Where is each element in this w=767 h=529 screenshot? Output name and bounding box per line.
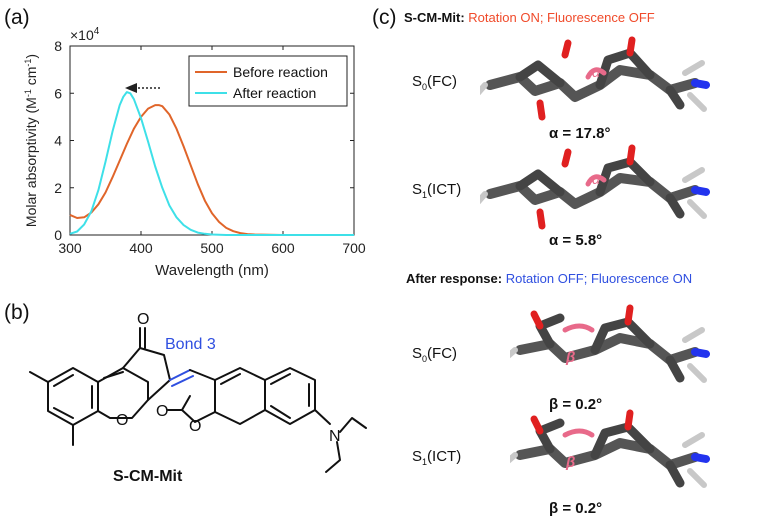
angle-label-3: β = 0.2° — [549, 396, 603, 413]
state-label-s0-fc-1: S0(FC) — [412, 73, 458, 92]
legend-box — [188, 55, 348, 107]
compound-name: S-CM-Mit — [113, 468, 183, 485]
x-tick-label: 700 — [342, 240, 366, 256]
lactone-ring-oxygen-atom: O — [189, 418, 201, 435]
panel-label-a: (a) — [4, 6, 30, 29]
molecule-model-s0-fc-alpha: α — [480, 36, 710, 121]
lactone-carbonyl-oxygen-atom: O — [156, 403, 168, 420]
angle-label-1: α = 17.8° — [549, 125, 611, 142]
header-after-response: After response: Rotation OFF; Fluorescen… — [406, 271, 692, 286]
y-tick-label: 8 — [54, 38, 62, 54]
carbonyl-oxygen-atom: O — [137, 311, 149, 328]
series-line-2 — [69, 91, 354, 236]
x-tick-label: 400 — [129, 240, 153, 256]
x-tick-label: 300 — [58, 240, 82, 256]
x-tick-label: 500 — [200, 240, 224, 256]
ring-oxygen-atom: O — [116, 412, 128, 429]
state-label-s1-ict-2: S1(ICT) — [412, 448, 462, 467]
bond-3-label: Bond 3 — [165, 336, 216, 353]
x-axis-label: Wavelength (nm) — [155, 262, 269, 279]
header-after-label: After response — [406, 271, 498, 286]
amine-nitrogen-atom: N — [329, 428, 341, 445]
molecule-structure: O O O O N Bond 3 S-CM-Mit — [29, 311, 367, 485]
angle-label-4: β = 0.2° — [549, 500, 603, 517]
header-colon: : — [460, 10, 465, 25]
molecule-skeleton — [29, 327, 367, 473]
ring-angle-symbol-1: α — [592, 64, 601, 80]
y-tick-label: 2 — [54, 180, 62, 196]
ring-angle-symbol-4: β — [565, 454, 575, 471]
series-line-1 — [69, 104, 354, 236]
ring-angle-symbol-3: β — [565, 349, 575, 366]
x-tick-label: 600 — [271, 240, 295, 256]
angle-label-2: α = 5.8° — [549, 232, 603, 249]
ring-angle-symbol-2: α — [592, 171, 601, 187]
header-rotation-on: S-CM-Mit: Rotation ON; Fluorescence OFF — [404, 10, 655, 25]
y-multiplier: ×104 — [70, 26, 100, 43]
absorption-chart: 300 400 500 600 700 0 2 4 6 8 ×104 Wavelength (nm) M… — [23, 26, 366, 279]
molecule-model-s1-ict-alpha: α — [480, 144, 710, 230]
molecule-model-s1-ict-beta: β — [510, 409, 710, 488]
shift-arrow-head — [125, 83, 137, 93]
legend-label-1: Before reaction — [233, 64, 328, 80]
legend-label-2: After reaction — [233, 85, 316, 101]
header-status-off: Rotation OFF; Fluorescence ON — [505, 271, 693, 286]
panel-label-c: (c) — [372, 6, 397, 29]
molecule-model-s0-fc-beta: β — [510, 304, 710, 383]
panel-label-b: (b) — [4, 301, 30, 324]
y-tick-label: 4 — [54, 133, 62, 149]
header-colon-2: : — [497, 271, 503, 286]
header-status-on: Rotation ON; Fluorescence OFF — [468, 10, 655, 25]
state-label-s1-ict-1: S1(ICT) — [412, 181, 462, 200]
y-tick-label: 6 — [54, 85, 62, 101]
y-axis-label: Molar absorptivity (M-1 cm-1) — [23, 54, 39, 227]
header-compound-name: S-CM-Mit — [404, 10, 461, 25]
y-tick-label: 0 — [54, 227, 62, 243]
molecule-atoms: O O O O N — [116, 311, 341, 445]
state-label-s0-fc-2: S0(FC) — [412, 345, 458, 364]
